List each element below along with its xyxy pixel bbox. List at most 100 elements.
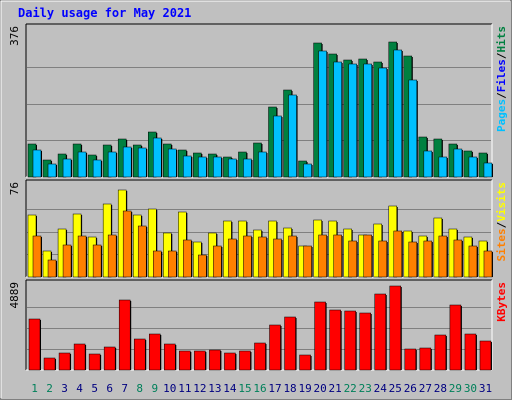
- bar-visits-day-9: [148, 208, 157, 278]
- bar-kbytes-day-6: [103, 346, 116, 371]
- bar-sites-day-15: [243, 235, 252, 278]
- axis-max-label: 376: [8, 26, 21, 46]
- x-label-day-29: 29: [449, 382, 462, 395]
- bar-pages-day-2: [47, 163, 57, 178]
- x-label-day-16: 16: [253, 382, 266, 395]
- bar-sites-day-26: [408, 241, 418, 278]
- bar-kbytes-day-30: [464, 333, 477, 371]
- bar-kbytes-day-28: [434, 334, 447, 371]
- bar-kbytes-day-9: [149, 333, 161, 371]
- bar-pages-day-31: [483, 162, 493, 178]
- bar-kbytes-day-8: [133, 338, 146, 371]
- x-label-day-4: 4: [76, 382, 83, 395]
- bar-kbytes-day-12: [194, 350, 206, 371]
- bar-sites-day-11: [183, 239, 192, 278]
- bar-kbytes-day-13: [209, 349, 221, 371]
- bar-sites-day-4: [77, 235, 87, 278]
- bar-pages-day-5: [92, 159, 102, 178]
- chart-panels: 376 Pages/Files/Hits 76 Sites/Visits 4889 KBy…: [8, 23, 508, 371]
- bar-kbytes-day-17: [269, 324, 281, 371]
- bar-kbytes-day-14: [224, 352, 236, 371]
- bar-sites-day-7: [122, 210, 132, 278]
- bar-sites-day-2: [47, 259, 57, 278]
- bar-kbytes-day-15: [239, 350, 251, 371]
- x-label-day-25: 25: [389, 382, 402, 395]
- bar-pages-day-22: [348, 63, 357, 178]
- x-label-day-21: 21: [329, 382, 342, 395]
- x-label-day-24: 24: [374, 382, 388, 395]
- legend-files: Files: [495, 59, 508, 92]
- bar-pages-day-25: [393, 49, 403, 178]
- bar-pages-day-26: [408, 79, 418, 178]
- x-label-day-14: 14: [223, 382, 237, 395]
- x-label-day-10: 10: [163, 382, 176, 395]
- x-label-day-27: 27: [419, 382, 432, 395]
- bar-pages-day-30: [468, 156, 478, 178]
- bar-sites-day-17: [273, 238, 282, 278]
- panel-visits_sites: 76 Sites/Visits: [8, 179, 508, 278]
- bar-sites-day-5: [92, 244, 102, 278]
- bar-pages-day-3: [62, 158, 72, 178]
- bar-kbytes-day-11: [179, 350, 191, 371]
- bar-sites-day-29: [453, 239, 463, 278]
- bar-sites-day-3: [62, 244, 72, 278]
- x-label-day-12: 12: [193, 382, 206, 395]
- bar-sites-day-10: [168, 250, 177, 278]
- bar-pages-day-28: [438, 156, 448, 178]
- bar-sites-day-13: [213, 245, 222, 278]
- x-label-day-28: 28: [434, 382, 447, 395]
- bar-pages-day-24: [378, 67, 387, 178]
- x-label-day-5: 5: [91, 382, 98, 395]
- bar-kbytes-day-21: [329, 309, 341, 371]
- bar-kbytes-day-25: [389, 285, 402, 371]
- bar-sites-day-14: [228, 238, 237, 278]
- legend-kbytes: KBytes: [495, 282, 508, 322]
- x-label-day-2: 2: [46, 382, 53, 395]
- bar-kbytes-day-7: [118, 299, 131, 371]
- bar-pages-day-6: [107, 151, 117, 178]
- bar-pages-day-4: [77, 151, 87, 178]
- x-label-day-9: 9: [151, 382, 158, 395]
- legend-sites: Sites: [495, 228, 508, 261]
- x-label-day-1: 1: [31, 382, 38, 395]
- bar-sites-day-27: [423, 240, 433, 278]
- bar-sites-day-25: [393, 230, 403, 278]
- x-label-day-13: 13: [208, 382, 221, 395]
- bar-pages-day-19: [303, 163, 312, 178]
- bar-kbytes-day-31: [479, 340, 492, 371]
- bar-kbytes-day-10: [164, 343, 176, 371]
- bar-sites-day-12: [198, 254, 207, 278]
- chart-title: Daily usage for May 2021: [18, 6, 192, 20]
- panel-hits_files_pages: 376 Pages/Files/Hits: [8, 23, 508, 178]
- bar-sites-day-23: [363, 234, 372, 278]
- bar-pages-day-12: [198, 156, 207, 178]
- bar-sites-day-6: [107, 234, 117, 278]
- x-label-day-6: 6: [106, 382, 113, 395]
- bar-kbytes-day-2: [43, 357, 56, 371]
- bar-pages-day-18: [288, 94, 297, 178]
- bar-pages-day-14: [228, 158, 237, 178]
- bar-kbytes-day-5: [88, 353, 101, 371]
- legend-visits: Visits: [495, 182, 508, 222]
- bar-pages-day-17: [273, 115, 282, 178]
- bar-sites-day-19: [303, 245, 312, 278]
- bar-pages-day-11: [183, 155, 192, 178]
- x-label-day-15: 15: [238, 382, 251, 395]
- bar-kbytes-day-3: [58, 352, 71, 371]
- x-label-day-11: 11: [178, 382, 191, 395]
- bar-sites-day-30: [468, 245, 478, 278]
- bar-pages-day-21: [333, 61, 342, 178]
- bar-sites-day-24: [378, 240, 387, 278]
- bar-kbytes-day-4: [73, 343, 86, 371]
- bar-kbytes-day-18: [284, 316, 296, 371]
- bar-pages-day-7: [122, 146, 132, 178]
- bar-pages-day-20: [318, 50, 327, 178]
- bar-kbytes-day-20: [314, 301, 326, 371]
- bar-sites-day-18: [288, 235, 297, 278]
- bar-sites-day-21: [333, 234, 342, 278]
- legend: KBytes: [495, 282, 508, 322]
- legend-pages: Pages: [495, 99, 508, 132]
- x-label-day-17: 17: [268, 382, 281, 395]
- legend: Sites/Visits: [495, 182, 508, 262]
